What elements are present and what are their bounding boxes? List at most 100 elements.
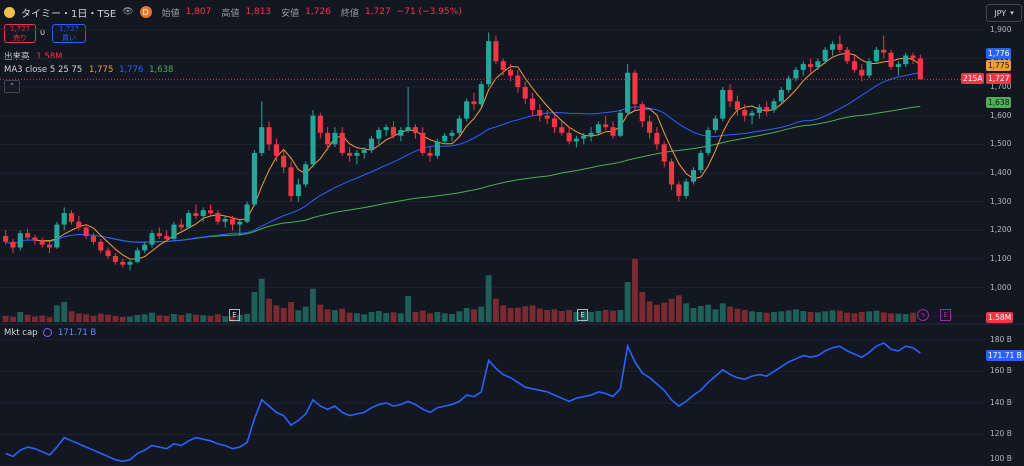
open-label: 始値 (161, 8, 180, 19)
earnings-marker[interactable]: E (229, 309, 240, 321)
candle-body (551, 118, 558, 128)
volume-bar (836, 310, 843, 322)
earnings-marker[interactable]: E (577, 309, 588, 321)
volume-bar (646, 301, 653, 322)
candle-body (522, 87, 528, 99)
volume-bar (449, 314, 455, 322)
low-label: 安値 (281, 8, 300, 19)
volume-bar (478, 306, 485, 322)
volume-bar (178, 315, 185, 322)
candle-body (10, 241, 16, 248)
dividend-lightning-icon[interactable]: ϟ (917, 309, 929, 321)
volume-bar (61, 302, 68, 322)
volume-legend[interactable]: 出来高 1.58M (4, 50, 62, 62)
volume-bar (456, 311, 463, 322)
volume-bar (573, 312, 580, 322)
volume-bar (141, 314, 148, 322)
volume-bar (778, 311, 785, 322)
volume-bar (566, 310, 573, 322)
chevron-down-icon: ▾ (1010, 9, 1014, 17)
volume-bar (83, 314, 90, 322)
volume-bar (719, 303, 726, 322)
candle-body (529, 98, 536, 110)
volume-bar (214, 314, 221, 322)
volume-value: 1.58M (36, 52, 63, 62)
volume-bar (368, 312, 375, 322)
candle-body (500, 61, 506, 70)
collapse-legend-button[interactable]: ⌃ (4, 80, 20, 93)
candle-body (149, 233, 155, 245)
sell-price: 1,727 (9, 25, 31, 33)
volume-bar (332, 310, 338, 322)
volume-bar (361, 314, 368, 322)
candle-body (478, 84, 484, 105)
sell-button[interactable]: 1,727 売り (4, 24, 36, 43)
volume-bar (397, 313, 404, 322)
close-value: 1,727 (364, 7, 391, 17)
candle-body (17, 233, 23, 248)
candle-body (134, 250, 140, 262)
ma-legend[interactable]: MA3 close 5 25 75 1,775 1,776 1,638 (4, 65, 173, 75)
candle-body (456, 118, 462, 133)
chart-header: タイミー・1日・TSE 👁 D 始値 1,807 高値 1,813 安値 1,726 … (0, 0, 1024, 24)
candle-body (310, 115, 316, 165)
volume-bar (324, 309, 331, 322)
visibility-eye-icon[interactable]: 👁 (122, 7, 134, 17)
symbol-title[interactable]: タイミー・1日・TSE (21, 8, 117, 20)
volume-bar (551, 309, 558, 322)
candle-body (193, 213, 199, 216)
volume-bar (97, 313, 104, 322)
volume-bar (544, 310, 551, 322)
volume-bar (793, 309, 799, 322)
volume-bar (536, 308, 543, 322)
volume-bar (463, 308, 470, 322)
candle-body (76, 221, 82, 228)
volume-bar (302, 306, 309, 322)
interval-badge[interactable]: D (139, 6, 152, 18)
volume-bar (712, 309, 719, 322)
candle-body (90, 236, 97, 242)
candle-body (25, 233, 31, 238)
volume-bar (756, 312, 763, 322)
mktcap-legend[interactable]: Mkt cap 171.71 B (4, 328, 96, 338)
candle-body (676, 184, 682, 196)
mktcap-tick-label: 120 B (990, 429, 1012, 439)
volume-bar (280, 308, 287, 322)
candle-body (127, 261, 133, 265)
candle-body (405, 127, 411, 131)
volume-bar (390, 312, 397, 322)
buy-button[interactable]: 1,727 買い (52, 24, 86, 43)
currency-label: JPY (994, 8, 1007, 18)
candle-body (625, 72, 631, 113)
volume-bar (163, 315, 170, 322)
ma25-line (5, 72, 921, 246)
price-tick-label: 1,700 (990, 82, 1012, 92)
volume-bar (507, 308, 514, 322)
candle-body (712, 118, 719, 131)
candle-body (588, 132, 594, 136)
candle-body (603, 124, 609, 128)
volume-bar (800, 311, 807, 322)
volume-bar (383, 313, 390, 322)
currency-button[interactable]: JPY ▾ (986, 4, 1022, 22)
earnings-marker-upcoming[interactable]: E (940, 309, 951, 321)
candle-body (186, 213, 192, 228)
price-tick-label: 1,200 (990, 225, 1012, 235)
volume-bar (500, 305, 507, 322)
candle-body (207, 210, 214, 214)
candle-body (881, 49, 887, 53)
mktcap-tick-label: 100 B (990, 454, 1012, 463)
change-value: −71 (−3.95%) (396, 7, 462, 17)
volume-bar (514, 307, 521, 322)
volume-bar (690, 308, 697, 322)
candle-body (683, 181, 689, 196)
candle-body (303, 164, 309, 185)
candle-body (778, 89, 784, 102)
candle-body (368, 138, 375, 151)
candle-body (486, 41, 492, 85)
candle-body (851, 61, 858, 70)
volume-bar (412, 312, 419, 322)
candle-body (742, 109, 748, 116)
volume-bar (902, 314, 909, 322)
